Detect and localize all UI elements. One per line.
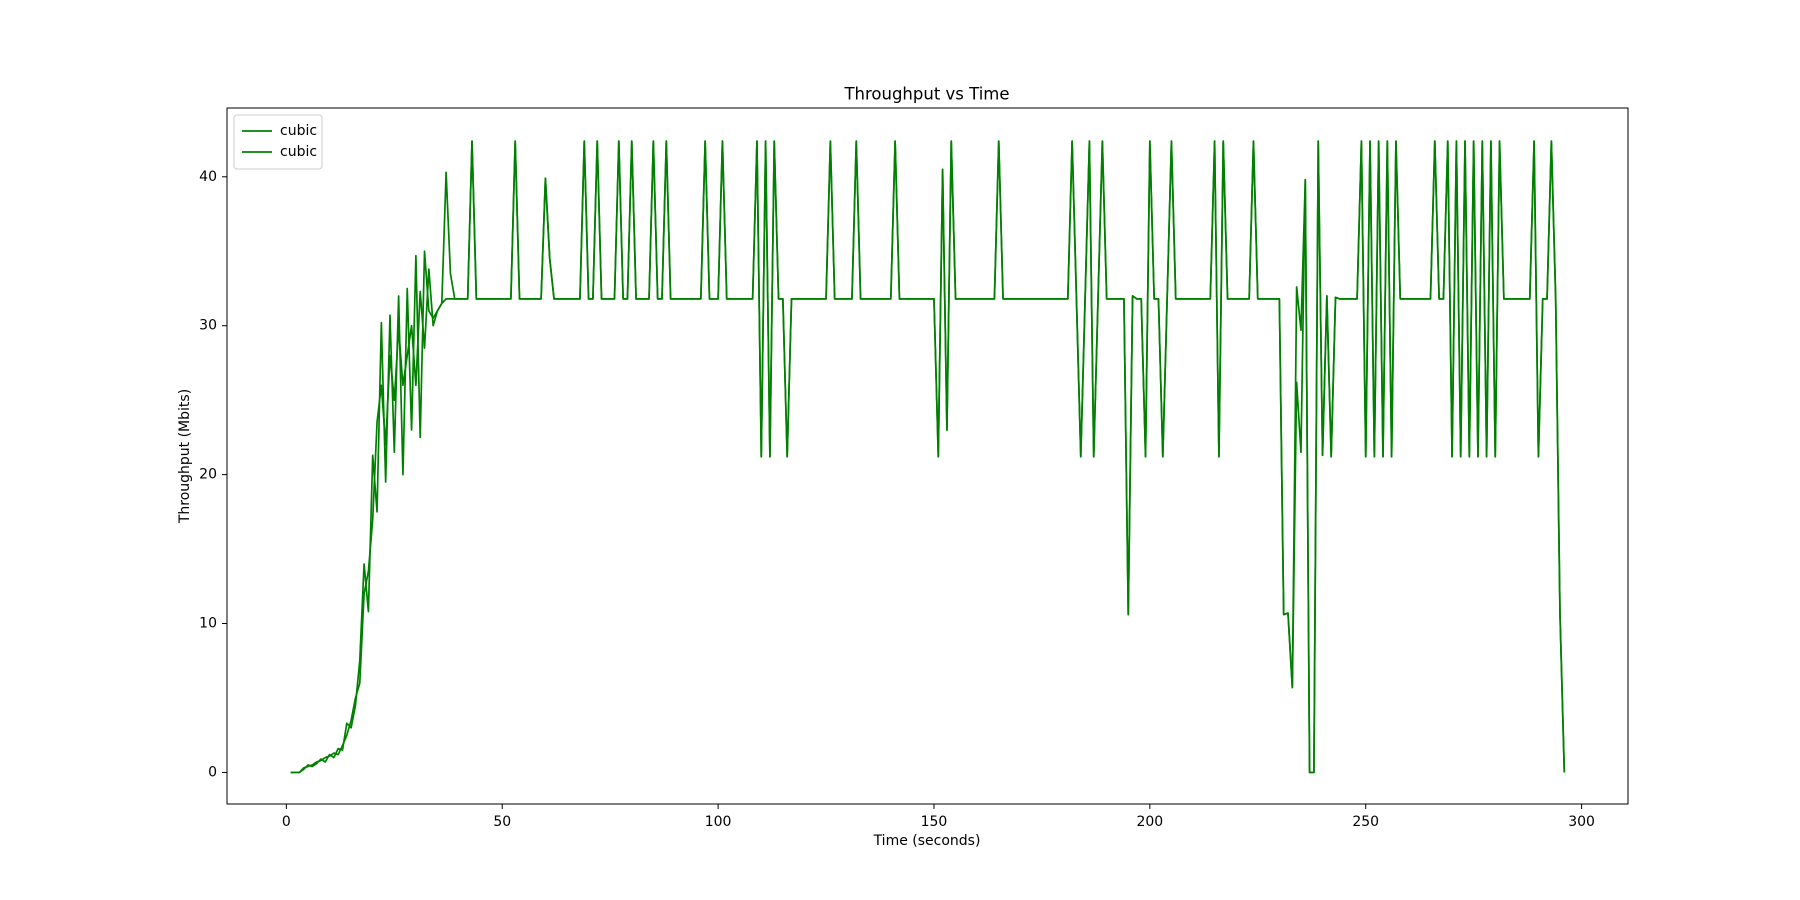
y-tick-label: 40 — [199, 169, 217, 185]
y-tick-label: 30 — [199, 318, 217, 334]
legend-label: cubic — [280, 144, 317, 160]
y-axis-label: Throughput (Mbits) — [177, 389, 193, 524]
y-tick-label: 20 — [199, 467, 217, 483]
plot-frame — [226, 107, 1629, 805]
x-tick-label: 250 — [1352, 814, 1379, 830]
legend-label: cubic — [280, 123, 317, 139]
x-tick-label: 50 — [493, 814, 511, 830]
x-tick-label: 300 — [1568, 814, 1595, 830]
x-tick-label: 200 — [1136, 814, 1163, 830]
chart-title: Throughput vs Time — [843, 85, 1009, 104]
x-tick-label: 100 — [705, 814, 732, 830]
x-tick-label: 150 — [921, 814, 948, 830]
x-axis-label: Time (seconds) — [873, 833, 981, 849]
x-tick-label: 0 — [282, 814, 291, 830]
y-tick-label: 10 — [199, 616, 217, 632]
series-line — [290, 140, 1566, 774]
y-tick-label: 0 — [208, 764, 217, 780]
legend-box — [233, 114, 323, 170]
